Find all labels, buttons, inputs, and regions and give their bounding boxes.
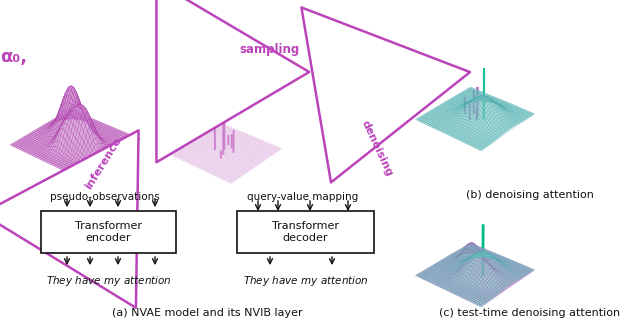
Text: sampling: sampling [240,43,300,56]
Text: inference: inference [83,135,123,191]
Text: $\it{They\ have\ my\ attention}$: $\it{They\ have\ my\ attention}$ [45,274,172,288]
Text: denoising: denoising [360,118,395,178]
Text: pseudo-observations: pseudo-observations [50,192,160,202]
FancyBboxPatch shape [237,211,374,253]
Text: Transformer
encoder: Transformer encoder [75,221,142,243]
Text: (c) test-time denoising attention: (c) test-time denoising attention [440,308,621,318]
FancyBboxPatch shape [41,211,176,253]
Text: (b) denoising attention: (b) denoising attention [466,190,594,200]
Text: Transformer
decoder: Transformer decoder [272,221,339,243]
Text: α₀,: α₀, [0,47,27,66]
Text: (a) NVAE model and its NVIB layer: (a) NVAE model and its NVIB layer [112,308,302,318]
Text: query-value mapping: query-value mapping [248,192,358,202]
Text: $\it{They\ have\ my\ attention}$: $\it{They\ have\ my\ attention}$ [243,274,369,288]
